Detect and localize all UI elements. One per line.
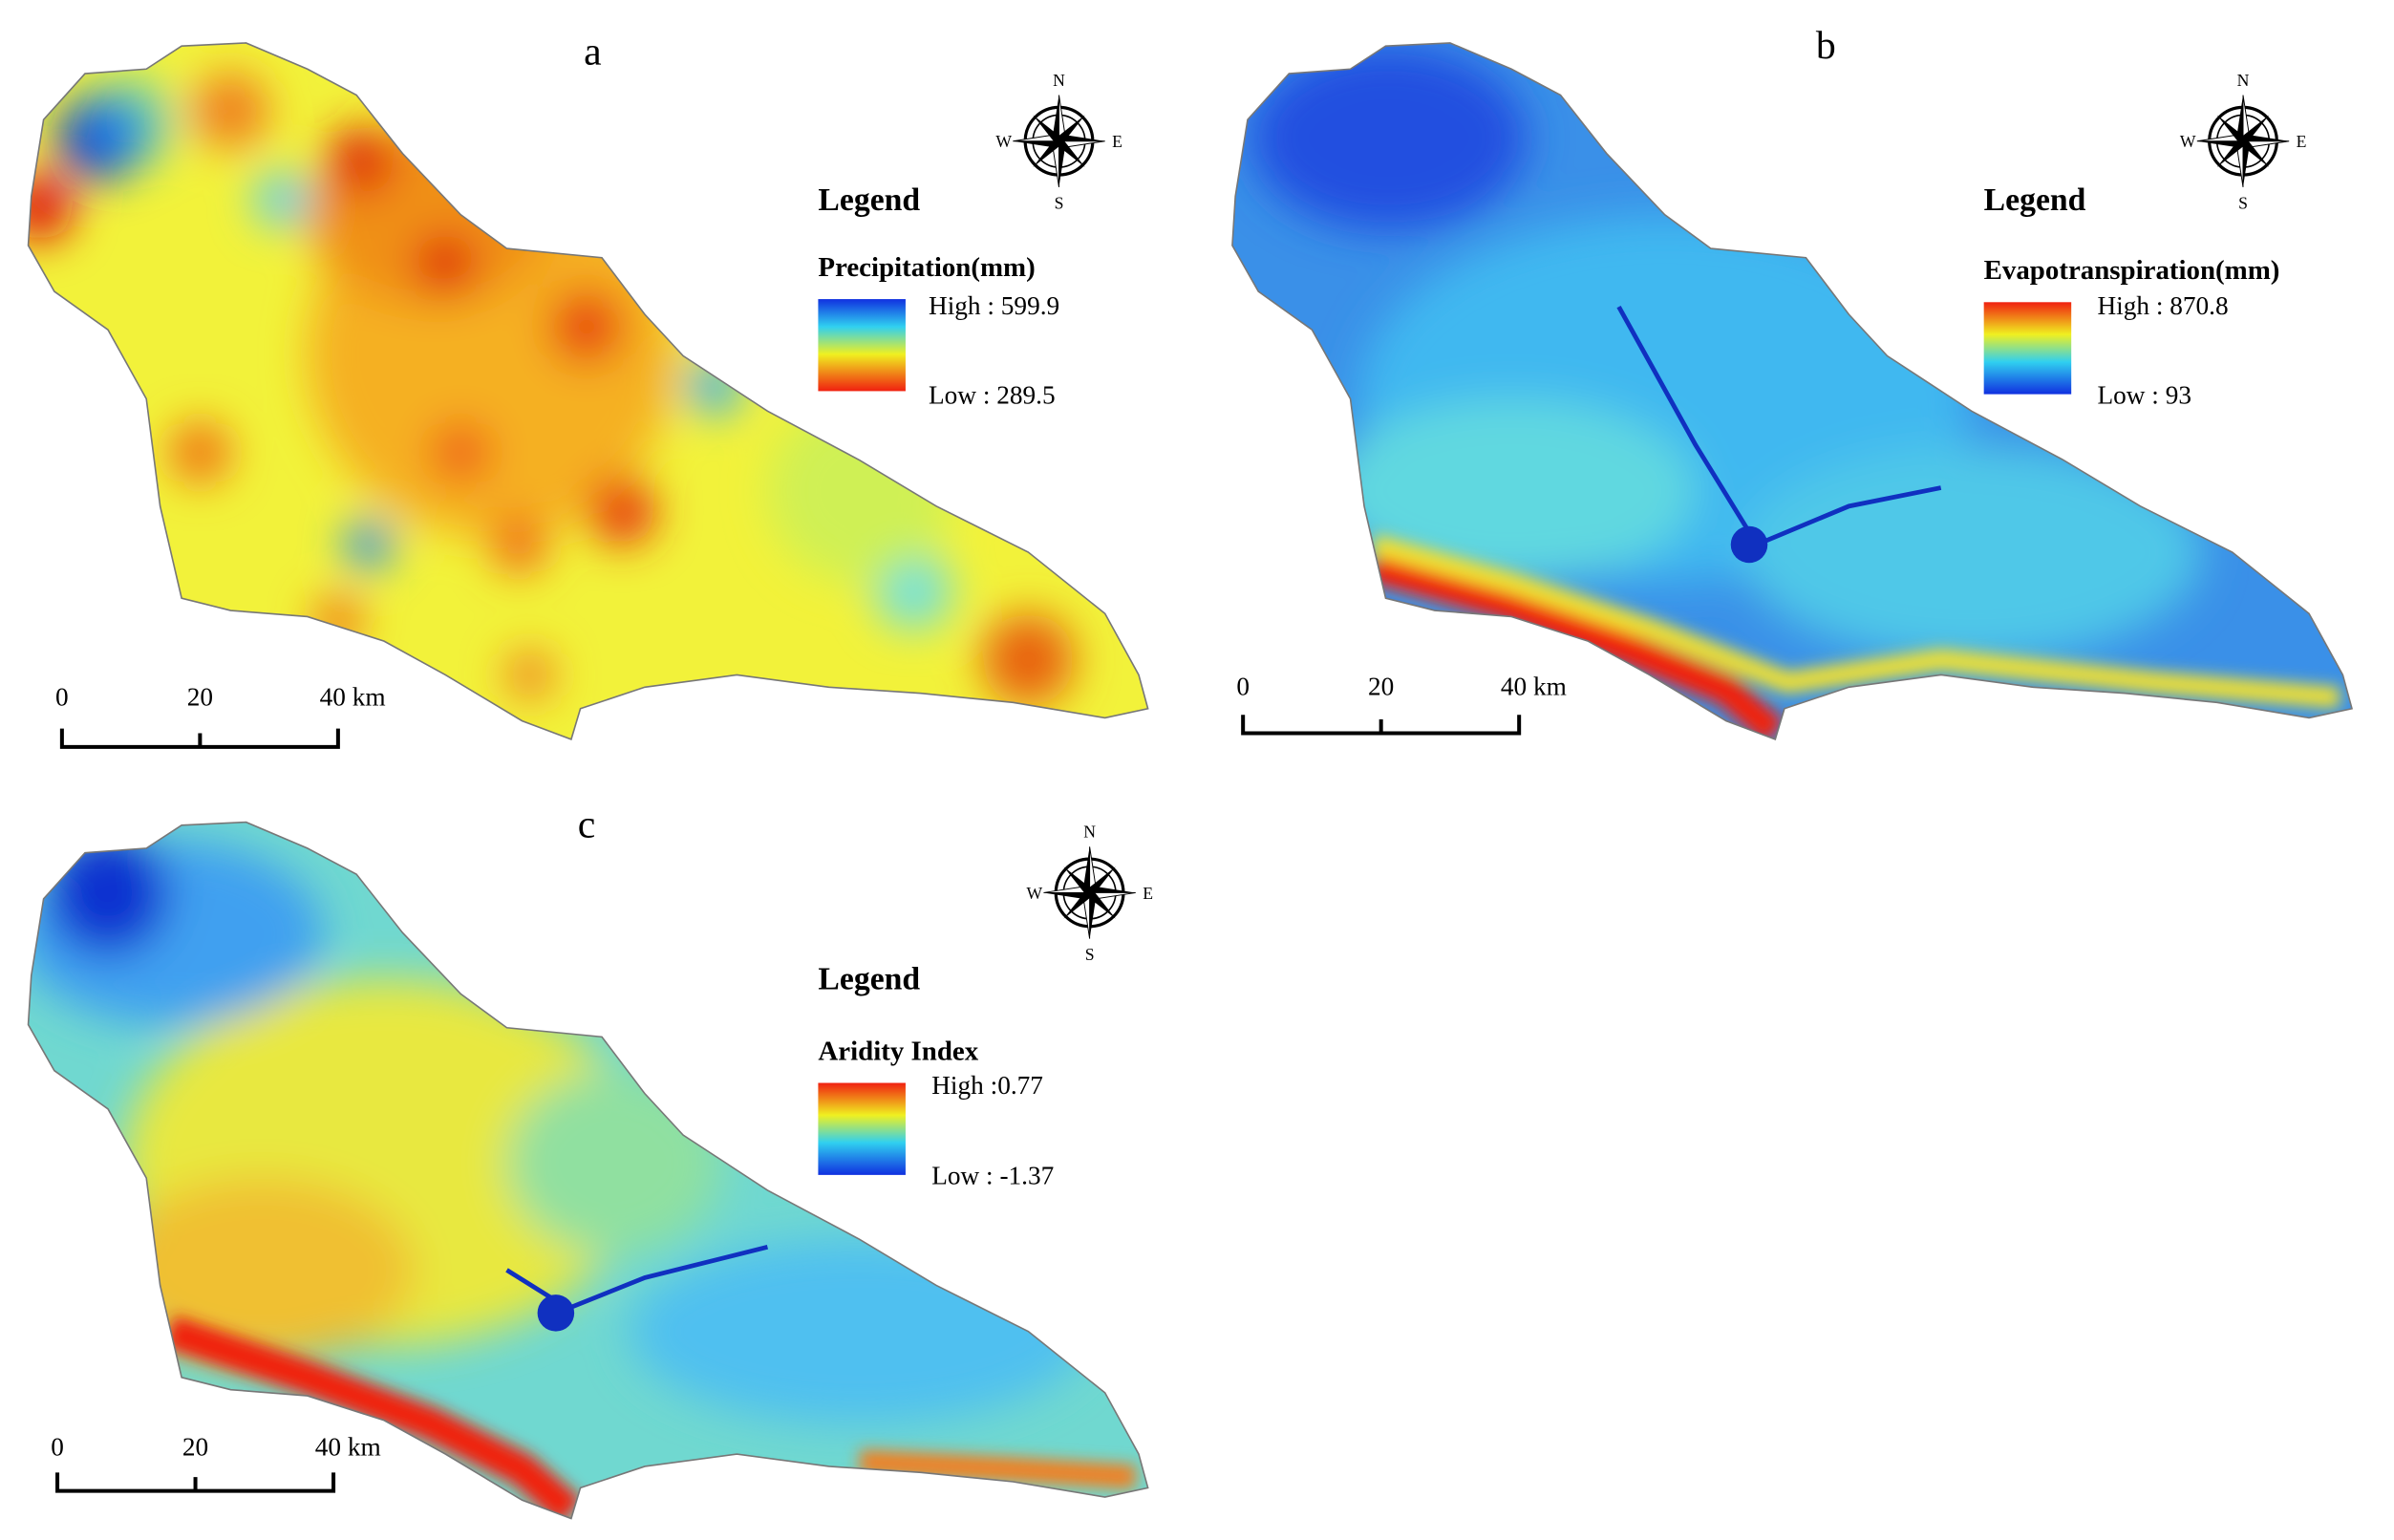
compass-w: W bbox=[995, 132, 1012, 151]
legend-low: Low : 289.5 bbox=[929, 380, 1056, 409]
north-arrow: N S E W bbox=[2180, 71, 2307, 212]
compass-e: E bbox=[2297, 132, 2307, 151]
legend-title: Legend bbox=[818, 182, 920, 218]
scale-label: 0 bbox=[51, 1433, 64, 1462]
legend-variable: Precipitation(mm) bbox=[818, 252, 1035, 283]
panel-label: b bbox=[1816, 24, 1836, 68]
scale-label: 20 bbox=[1368, 672, 1394, 700]
panel-label: c bbox=[578, 803, 596, 847]
panel-a: a N S E W Legend Precipitation(mm) High … bbox=[27, 30, 1149, 749]
scale-bar: 0 20 40 km bbox=[1236, 672, 1567, 736]
compass-s: S bbox=[1055, 193, 1064, 212]
evapotranspiration-map bbox=[1231, 42, 2352, 739]
compass-w: W bbox=[2180, 132, 2196, 151]
scale-label: 0 bbox=[55, 683, 69, 712]
compass-e: E bbox=[1143, 884, 1153, 903]
legend-high: High : 870.8 bbox=[2097, 291, 2228, 320]
compass-n: N bbox=[1083, 823, 1096, 842]
color-ramp bbox=[818, 299, 906, 392]
legend-title: Legend bbox=[1984, 182, 2086, 218]
panel-b: b N S E W Legend Evapotranspiration(mm) … bbox=[1231, 24, 2353, 740]
scale-label: 40 km bbox=[315, 1433, 381, 1462]
legend-low: Low : 93 bbox=[2097, 380, 2191, 409]
compass-e: E bbox=[1112, 132, 1122, 151]
scale-label: 0 bbox=[1236, 672, 1250, 700]
legend-variable: Evapotranspiration(mm) bbox=[1984, 255, 2280, 286]
north-arrow: N S E W bbox=[995, 71, 1122, 212]
scale-label: 20 bbox=[182, 1433, 208, 1462]
color-ramp bbox=[818, 1082, 906, 1175]
north-arrow: N S E W bbox=[1026, 823, 1153, 964]
legend-low: Low : -1.37 bbox=[931, 1162, 1054, 1190]
legend-high: High :0.77 bbox=[931, 1071, 1043, 1100]
compass-n: N bbox=[1053, 71, 1065, 90]
legend-variable: Aridity Index bbox=[818, 1036, 978, 1066]
scale-label: 20 bbox=[187, 683, 213, 712]
compass-s: S bbox=[2238, 193, 2248, 212]
compass-s: S bbox=[1085, 945, 1095, 964]
panel-c: c N S E W Legend Aridity Index High :0.7… bbox=[27, 803, 1153, 1520]
scale-bar: 0 20 40 km bbox=[51, 1433, 381, 1493]
scale-bar: 0 20 40 km bbox=[55, 683, 386, 749]
compass-n: N bbox=[2237, 71, 2250, 90]
compass-w: W bbox=[1026, 884, 1042, 903]
legend-title: Legend bbox=[818, 962, 920, 997]
panel-label: a bbox=[584, 30, 602, 74]
scale-label: 40 km bbox=[1501, 672, 1567, 700]
legend-high: High : 599.9 bbox=[929, 291, 1059, 320]
scale-label: 40 km bbox=[320, 683, 386, 712]
color-ramp bbox=[1983, 302, 2072, 395]
aridity-map bbox=[28, 822, 1148, 1519]
